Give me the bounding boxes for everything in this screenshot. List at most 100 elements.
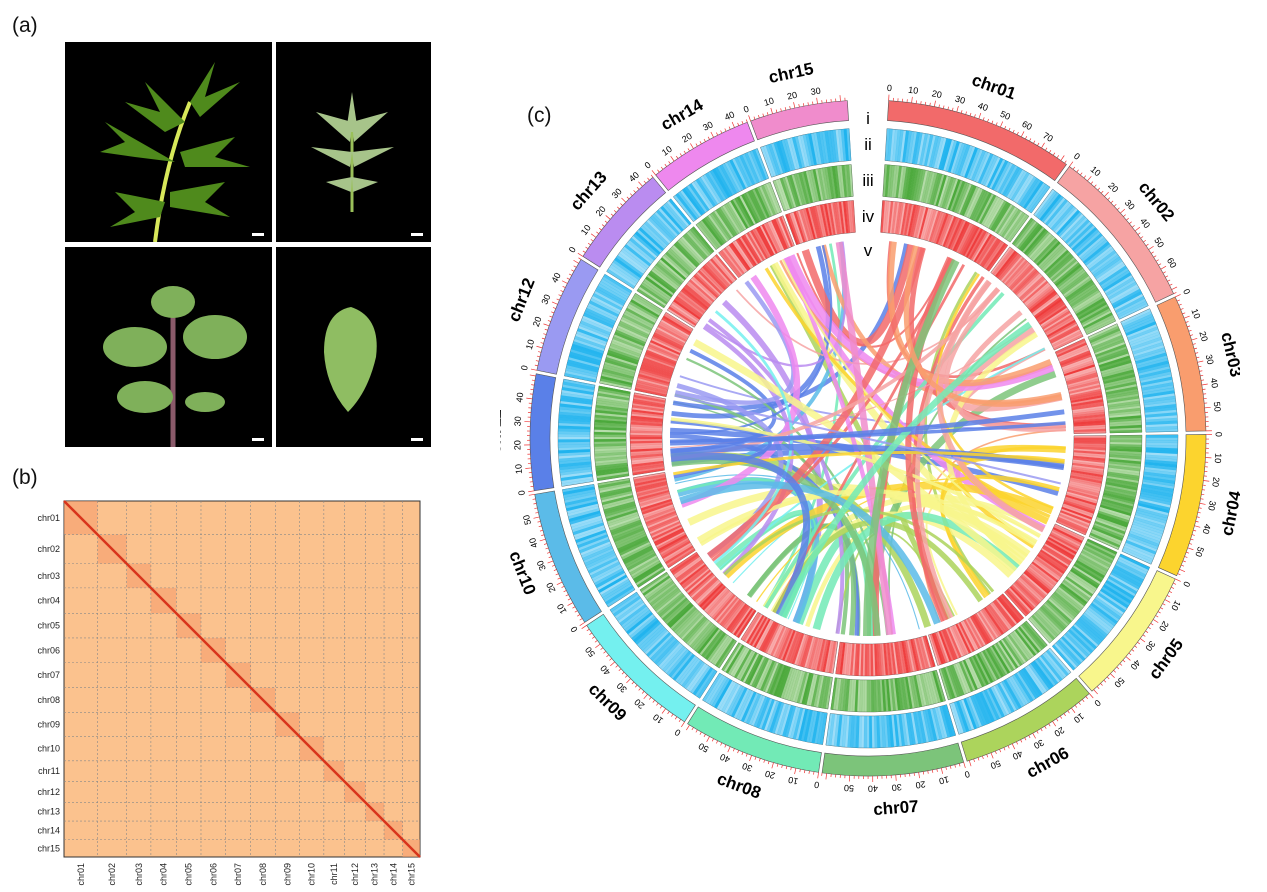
track-stripe: [591, 563, 622, 581]
track-stripe: [640, 626, 666, 651]
track-stripe: [805, 170, 816, 203]
track-stripe: [964, 658, 981, 690]
track-stripe: [720, 250, 742, 277]
track-stripe: [684, 232, 708, 259]
tick-label: 40: [723, 109, 736, 122]
track-stripe: [1138, 365, 1171, 376]
track-stripe: [723, 643, 743, 673]
track-stripe: [873, 679, 877, 712]
track-stripe: [678, 292, 705, 314]
tick: [741, 121, 744, 125]
tick-label: 20: [594, 204, 608, 218]
tick: [625, 675, 628, 678]
track-stripe: [713, 255, 736, 282]
track-stripe: [1072, 291, 1101, 311]
hic-col-label: chr06: [208, 863, 218, 886]
track-stripe: [674, 297, 702, 319]
tick: [1197, 360, 1204, 363]
track-stripe: [1031, 236, 1056, 262]
track-stripe: [905, 204, 915, 236]
track-stripe: [1108, 407, 1141, 414]
track-stripe: [864, 643, 868, 676]
track-stripe: [881, 715, 886, 748]
track-stripe: [1025, 568, 1053, 591]
track-stripe: [919, 133, 928, 166]
track-stripe: [758, 185, 774, 217]
track-stripe: [810, 169, 820, 202]
track-stripe: [897, 129, 904, 162]
track-stripe: [1145, 449, 1178, 455]
track-stripe: [854, 643, 859, 676]
track-stripe: [1073, 439, 1106, 442]
track-stripe: [1011, 267, 1036, 292]
track-stripe: [775, 179, 789, 211]
track-stripe: [813, 675, 823, 708]
tick: [1196, 516, 1200, 518]
tick: [1166, 595, 1170, 598]
track-stripe: [617, 252, 645, 275]
track-stripe: [943, 139, 955, 172]
tick: [687, 148, 690, 152]
track-stripe: [895, 641, 903, 674]
track-stripe: [598, 388, 631, 397]
track-stripe: [1129, 331, 1161, 346]
track-stripe: [595, 407, 628, 414]
tick: [1157, 611, 1161, 614]
track-stripe: [892, 678, 899, 711]
track-stripe: [1002, 166, 1021, 196]
track-stripe: [760, 146, 775, 178]
track-stripe: [1081, 308, 1111, 326]
track-stripe: [1088, 325, 1120, 342]
tick: [808, 770, 810, 774]
track-stripe: [1095, 518, 1127, 533]
track-stripe: [563, 488, 596, 498]
tick: [1178, 303, 1182, 306]
track-stripe: [662, 204, 686, 231]
tick: [1182, 312, 1186, 315]
track-stripe: [802, 134, 813, 167]
track-stripe: [1140, 379, 1173, 389]
track-stripe: [776, 703, 789, 736]
track-stripe: [1076, 299, 1106, 318]
tick: [536, 355, 540, 358]
tick: [553, 569, 557, 571]
track-stripe: [1060, 583, 1088, 605]
track-stripe: [942, 667, 956, 699]
tick-label: 0: [519, 364, 530, 371]
track-stripe: [1123, 544, 1155, 560]
track-stripe: [738, 690, 755, 721]
track-stripe: [986, 199, 1005, 229]
tick-label: 10: [1213, 453, 1224, 464]
tick: [609, 658, 612, 661]
track-stripe: [651, 268, 678, 291]
track-stripe: [952, 142, 966, 175]
track-stripe: [677, 239, 702, 265]
tick: [965, 111, 967, 115]
tick-label: 0: [643, 160, 653, 171]
track-stripe: [633, 562, 662, 582]
track-stripe: [1064, 277, 1092, 299]
track-stripe: [945, 178, 959, 210]
track-stripe: [1073, 418, 1106, 423]
track-stripe: [620, 248, 648, 271]
track-stripe: [749, 189, 766, 220]
tick: [716, 740, 719, 744]
track-stripe: [1052, 527, 1083, 544]
track-stripe: [805, 133, 815, 166]
tick: [1110, 673, 1115, 679]
track-stripe: [1045, 199, 1068, 226]
chromosome-label: chr04: [1217, 489, 1240, 538]
track-stripe: [631, 411, 664, 418]
track-stripe: [621, 316, 652, 333]
track-stripe: [748, 231, 767, 260]
track-stripe: [1065, 493, 1098, 504]
track-stripe: [1004, 212, 1026, 240]
tick: [1117, 207, 1120, 210]
ideogram-chr05: [1078, 570, 1176, 692]
track-stripe: [693, 577, 719, 602]
track-stripe: [766, 662, 781, 694]
track-stripe: [909, 131, 918, 164]
track-stripe: [1107, 400, 1140, 408]
track-stripe: [1009, 675, 1029, 705]
tick: [659, 705, 663, 709]
